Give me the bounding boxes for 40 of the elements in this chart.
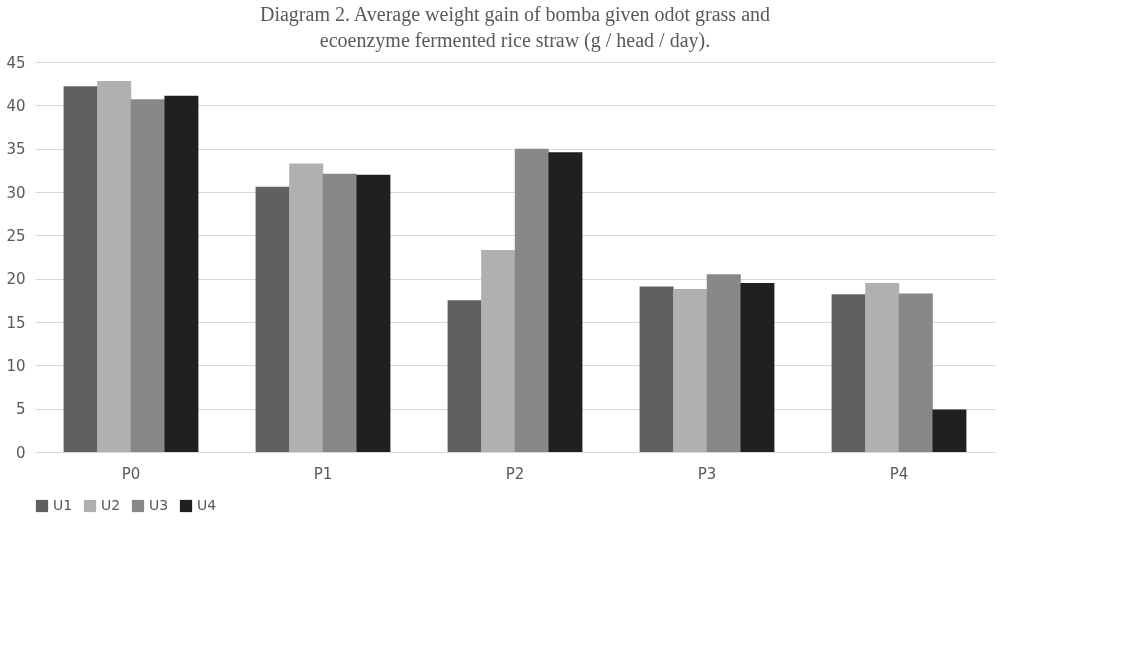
bar <box>447 300 482 452</box>
bar <box>831 294 866 452</box>
x-tick-label: P4 <box>889 464 909 483</box>
legend-label: U4 <box>197 497 217 513</box>
bar <box>164 95 199 452</box>
bar <box>97 81 132 452</box>
bar <box>932 409 967 452</box>
x-tick-label: P0 <box>121 464 141 483</box>
bar <box>130 99 165 452</box>
bar <box>865 283 900 452</box>
bar <box>255 186 290 452</box>
bar <box>706 274 741 452</box>
bar <box>356 174 391 452</box>
bar <box>514 148 549 452</box>
bar <box>673 289 708 452</box>
bar <box>322 173 357 452</box>
x-tick-label: P1 <box>313 464 333 483</box>
x-tick-label: P3 <box>697 464 717 483</box>
y-tick-label: 45 <box>6 53 26 72</box>
bar <box>639 286 674 452</box>
y-tick-label: 35 <box>6 140 26 159</box>
y-tick-label: 40 <box>6 96 26 115</box>
bar <box>289 163 324 452</box>
y-tick-label: 20 <box>6 270 26 289</box>
legend-label: U1 <box>53 497 73 513</box>
chart-title: Diagram 2. Average weight gain of bomba given odot grass and ecoenzyme fermented rice straw (g / head / day). <box>259 3 771 52</box>
y-tick-label: 10 <box>6 356 26 375</box>
legend-label: U3 <box>149 497 169 513</box>
y-tick-label: 5 <box>15 400 26 419</box>
y-tick-label: 15 <box>6 313 26 332</box>
legend-label: U2 <box>101 497 121 513</box>
bar <box>898 293 933 452</box>
bar <box>63 86 98 452</box>
bar <box>481 250 516 452</box>
bar <box>548 152 583 452</box>
x-tick-label: P2 <box>505 464 525 483</box>
y-tick-label: 0 <box>15 443 26 462</box>
y-tick-label: 30 <box>6 183 26 202</box>
bar <box>740 283 775 452</box>
y-tick-label: 25 <box>6 226 26 245</box>
